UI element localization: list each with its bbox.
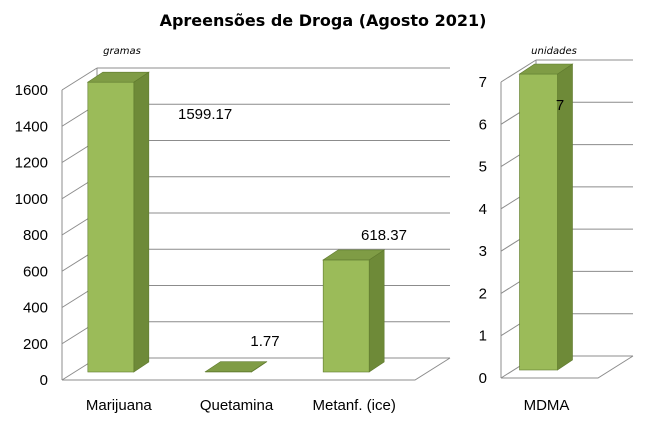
x-axis-floor bbox=[501, 355, 634, 379]
bar-marijuana bbox=[86, 71, 150, 373]
bar-side bbox=[368, 249, 385, 373]
bar-side bbox=[133, 71, 150, 373]
bar-front bbox=[519, 73, 558, 371]
y-tick-label: 7 bbox=[479, 74, 487, 91]
bar-top bbox=[204, 361, 268, 372]
y-tick-label: 1 bbox=[479, 328, 487, 345]
data-label: 618.37 bbox=[361, 227, 407, 244]
y-tick-label: 1400 bbox=[15, 118, 48, 135]
unit-label: gramas bbox=[103, 46, 141, 57]
y-tick-label: 0 bbox=[40, 372, 48, 389]
unit-label: unidades bbox=[531, 46, 577, 57]
category-label: MDMA bbox=[524, 397, 570, 414]
gridline-depth bbox=[500, 59, 537, 83]
y-tick-label: 2 bbox=[479, 285, 487, 302]
bar-mdma bbox=[518, 63, 574, 371]
y-tick-label: 400 bbox=[23, 300, 48, 317]
data-label: 1599.17 bbox=[178, 106, 232, 123]
y-tick-label: 3 bbox=[479, 243, 487, 260]
y-tick-label: 5 bbox=[479, 159, 487, 176]
category-label: Metanf. (ice) bbox=[312, 397, 395, 414]
y-tick-label: 1000 bbox=[15, 191, 48, 208]
bar-top bbox=[518, 63, 574, 75]
data-label: 7 bbox=[556, 97, 564, 114]
units-panel: 0 1 2 3 4 5 6 7 unidades 7 MDMA bbox=[479, 46, 634, 414]
bar-quetamina bbox=[204, 361, 268, 373]
y-tick-label: 4 bbox=[479, 201, 487, 218]
category-label: Quetamina bbox=[200, 397, 274, 414]
data-label: 1.77 bbox=[250, 333, 279, 350]
chart-title: Apreensões de Droga (Agosto 2021) bbox=[160, 11, 487, 30]
y-tick-label: 800 bbox=[23, 227, 48, 244]
y-tick-label: 1200 bbox=[15, 155, 48, 172]
y-tick-label: 0 bbox=[479, 370, 487, 387]
gridline-depth bbox=[61, 67, 98, 91]
y-tick-label: 600 bbox=[23, 263, 48, 280]
x-axis-floor bbox=[62, 357, 451, 381]
grams-panel: 0 200 400 600 800 1000 1200 1400 1600 gramas 1599.… bbox=[15, 46, 451, 414]
bar-top bbox=[86, 71, 150, 83]
bar-top bbox=[322, 249, 386, 261]
bar-metanf-ice- bbox=[322, 249, 386, 373]
bar-front bbox=[322, 259, 370, 373]
y-tick-label: 200 bbox=[23, 336, 48, 353]
y-tick-label: 6 bbox=[479, 116, 487, 133]
y-tick-label: 1600 bbox=[15, 82, 48, 99]
bar-front bbox=[87, 81, 135, 373]
category-label: Marijuana bbox=[86, 397, 153, 414]
